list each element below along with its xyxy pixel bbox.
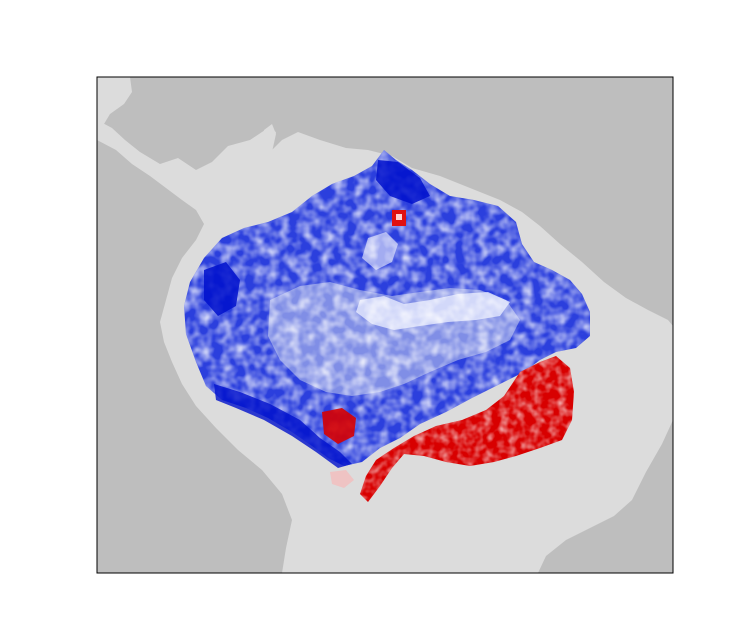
data-region-strong-positive-north	[376, 160, 430, 204]
land-caribbean-island	[262, 124, 276, 156]
data-region-negative-west	[322, 408, 356, 444]
data-region-strong-positive-west	[204, 262, 240, 316]
land-central-america	[97, 77, 132, 126]
data-region-weak-negative	[330, 470, 354, 488]
data-region-strong-positive-south	[214, 384, 352, 468]
map-frame-border	[96, 76, 674, 574]
